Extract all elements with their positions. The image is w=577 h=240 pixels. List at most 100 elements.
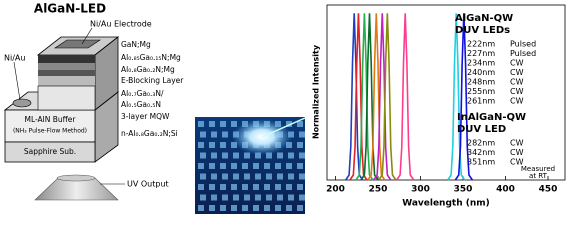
- chip-square: [286, 163, 292, 169]
- chip-square: [209, 205, 215, 211]
- spectrum-line: [349, 13, 368, 181]
- chip-square: [297, 142, 303, 148]
- lens-top: [56, 174, 96, 182]
- chip-square: [220, 205, 226, 211]
- chip-square: [299, 194, 305, 201]
- chip-square: [299, 131, 305, 138]
- chip-square: [233, 152, 239, 159]
- chip-square: [222, 194, 228, 201]
- chip-square: [253, 184, 259, 190]
- group-row: 227nm: [467, 49, 495, 58]
- x-tick-label: 300: [411, 185, 430, 195]
- x-tick-label: 350: [454, 185, 473, 195]
- layer-cladding: [38, 63, 95, 70]
- chip-square: [297, 205, 303, 211]
- group-row: CW: [510, 59, 524, 68]
- chip-square: [209, 184, 215, 190]
- plot-frame: [326, 4, 566, 181]
- layer-labels: GaN;Mg Al₀.₈₅Ga₀.₁₅N;Mg Al₀.₈Ga₀.₂N;Mg E-Bl…: [121, 40, 184, 138]
- group-title: DUV LED: [457, 124, 506, 135]
- chip-square: [275, 184, 281, 190]
- chip-square: [286, 142, 292, 148]
- chip-square: [242, 205, 248, 211]
- chip-square: [297, 184, 303, 190]
- layer-label: Al₀.₅Ga₀.₅N: [121, 100, 161, 109]
- chip-square: [233, 173, 239, 180]
- chip-square: [288, 173, 294, 180]
- spectrum-line: [355, 13, 374, 181]
- layer-label: n-Al₀.₈Ga₀.₂N;Si: [121, 129, 178, 138]
- chip-square: [231, 121, 237, 127]
- electrode: [54, 39, 101, 49]
- chip-square: [299, 173, 305, 180]
- chip-square: [266, 173, 272, 180]
- substrate: [4, 141, 96, 163]
- chip-square: [264, 184, 270, 190]
- group-row: 255nm: [467, 87, 495, 96]
- chip-square: [222, 152, 228, 159]
- spectrum-line: [378, 13, 397, 181]
- chip-square: [231, 142, 237, 148]
- group-row: Pulsed: [510, 49, 536, 58]
- layer-mqw: [38, 76, 95, 86]
- chip-square: [233, 194, 239, 201]
- group-row: 351nm: [467, 158, 495, 167]
- group-row: CW: [510, 158, 524, 167]
- chip-square: [255, 194, 261, 201]
- chip-square: [286, 121, 292, 127]
- chip-square: [244, 152, 250, 159]
- chip-square: [288, 194, 294, 201]
- diagram-title: AlGaN-LED: [34, 2, 106, 16]
- chip-square: [198, 121, 204, 127]
- chip-square: [299, 152, 305, 159]
- group-title: InAlGaN-QW: [457, 112, 526, 123]
- group-row: 222nm: [467, 40, 495, 49]
- chip-square: [200, 152, 206, 159]
- group-row: 282nm: [467, 139, 495, 148]
- chip-square: [275, 205, 281, 211]
- spectrum-line: [373, 13, 392, 181]
- chip-square: [220, 184, 226, 190]
- group-row: CW: [510, 139, 524, 148]
- layer-label: Al₀.₇Ga₀.₃N/: [121, 89, 164, 98]
- chip-square: [222, 173, 228, 180]
- chip-square: [264, 163, 270, 169]
- chip-square: [211, 152, 217, 159]
- chip-square: [220, 163, 226, 169]
- chip-square: [253, 163, 259, 169]
- group-row: CW: [510, 97, 524, 106]
- spectrum-line: [360, 13, 379, 181]
- chip-square: [255, 152, 261, 159]
- spectrum-line: [454, 13, 474, 181]
- layer-gan: [38, 55, 95, 63]
- group-row: CW: [510, 68, 524, 77]
- chip-square: [200, 131, 206, 138]
- chip-square: [277, 194, 283, 201]
- group-row: 234nm: [467, 59, 495, 68]
- x-tick-label: 200: [326, 185, 345, 195]
- probe: [261, 117, 306, 138]
- spectrum-chart: Wavelength (nm) Normalized Intensity 200…: [312, 4, 566, 209]
- group-row: 240nm: [467, 68, 495, 77]
- chip-square: [209, 142, 215, 148]
- x-tick-label: 400: [496, 185, 515, 195]
- note: Measured: [521, 165, 555, 173]
- chip-square: [244, 194, 250, 201]
- group-title: DUV LEDs: [455, 25, 510, 36]
- chip-square: [244, 173, 250, 180]
- x-tick-label: 450: [539, 185, 558, 195]
- layer-n: [37, 85, 96, 111]
- chip-square: [198, 205, 204, 211]
- chip-square: [200, 173, 206, 180]
- group-row: CW: [510, 148, 524, 157]
- layer-label: Al₀.₈₅Ga₀.₁₅N;Mg: [121, 53, 181, 62]
- y-axis-label: Normalized Intensity: [312, 44, 321, 139]
- x-tick-label: 250: [369, 185, 388, 195]
- group-title: AlGaN-QW: [455, 13, 513, 24]
- chip-square: [297, 121, 303, 127]
- chip-square: [200, 194, 206, 201]
- layer-label: Al₀.₈Ga₀.₂N;Mg: [121, 65, 175, 74]
- spectrum-line: [447, 13, 466, 181]
- chip-square: [277, 173, 283, 180]
- layer-label: 3-layer MQW: [121, 112, 170, 121]
